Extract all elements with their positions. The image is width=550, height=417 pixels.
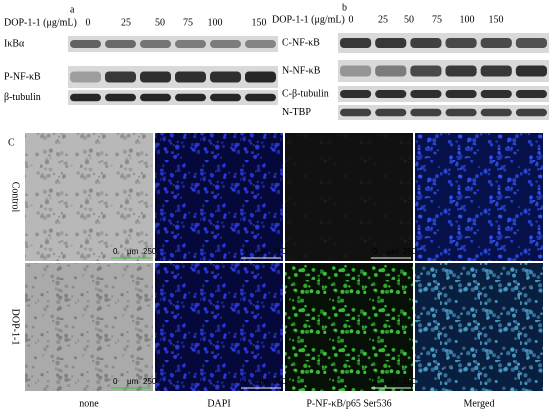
row-label: β-tubulin	[4, 92, 41, 103]
band	[480, 65, 512, 77]
band	[515, 38, 547, 48]
row-label: N-NF-κB	[282, 65, 321, 76]
band	[105, 93, 136, 102]
band	[480, 38, 512, 48]
treatment-label: DOP-1-1 (μg/mL)	[4, 17, 77, 28]
micrograph	[155, 263, 283, 391]
band	[105, 40, 136, 48]
band	[480, 108, 512, 117]
band	[375, 38, 407, 48]
micrograph	[415, 263, 543, 391]
micrograph	[285, 263, 413, 391]
band	[515, 108, 547, 117]
column-label: P-NF-κB/p65 Ser536	[306, 398, 391, 409]
band	[410, 38, 442, 48]
scale-bar-label: 0	[243, 247, 248, 256]
band	[375, 90, 407, 98]
band	[70, 93, 101, 102]
scale-bar-label: 250	[273, 377, 287, 386]
band	[175, 71, 206, 83]
band	[445, 108, 477, 117]
micrograph	[25, 263, 153, 391]
band	[140, 71, 171, 83]
dose-label: 100	[460, 14, 475, 25]
column-label: none	[79, 398, 99, 409]
scale-bar-label: μm	[387, 377, 399, 386]
band	[340, 65, 372, 77]
band	[515, 65, 547, 77]
band	[340, 90, 372, 98]
dose-label: 0	[349, 14, 354, 25]
micrograph	[155, 133, 283, 261]
band	[245, 93, 276, 102]
dose-label: 50	[155, 17, 165, 28]
band	[445, 90, 477, 98]
panel-label: a	[70, 4, 75, 15]
band	[140, 40, 171, 48]
band	[210, 40, 241, 48]
band	[210, 93, 241, 102]
scale-bar-label: 250	[143, 247, 157, 256]
band	[375, 108, 407, 117]
treatment-label: DOP-1-1 (μg/mL)	[272, 14, 345, 25]
row-label: Control	[10, 182, 21, 213]
row-label: C-β-tubulin	[282, 88, 329, 99]
dose-label: 100	[208, 17, 223, 28]
dose-label: 0	[86, 17, 91, 28]
dose-label: 75	[183, 17, 193, 28]
band	[340, 38, 372, 48]
dose-label: 75	[432, 14, 442, 25]
scale-bar-label: 0	[113, 247, 118, 256]
band	[175, 40, 206, 48]
dose-label: 25	[378, 14, 388, 25]
scale-bar-label: 0	[373, 377, 378, 386]
row-label: N-TBP	[282, 107, 311, 118]
scale-bar-label: μm	[257, 247, 269, 256]
panel-label: C	[8, 137, 15, 148]
band	[140, 93, 171, 102]
band	[515, 90, 547, 98]
band	[480, 90, 512, 98]
column-label: DAPI	[207, 398, 230, 409]
scale-bar-label: 250	[273, 247, 287, 256]
band	[375, 65, 407, 77]
micrograph	[415, 133, 543, 261]
band	[445, 65, 477, 77]
scale-bar-label: μm	[127, 377, 139, 386]
dose-label: 150	[489, 14, 504, 25]
scale-bar-label: 250	[143, 377, 157, 386]
micrograph	[25, 133, 153, 261]
scale-bar-label: μm	[257, 377, 269, 386]
band	[175, 93, 206, 102]
scale-bar-label: 0	[373, 247, 378, 256]
scale-bar-label: 0	[243, 377, 248, 386]
scale-bar-label: 250	[403, 247, 417, 256]
band	[70, 40, 101, 48]
scale-bar-label: μm	[127, 247, 139, 256]
band	[210, 71, 241, 83]
band	[410, 108, 442, 117]
band	[410, 65, 442, 77]
row-label: IκBα	[4, 38, 25, 49]
dose-label: 50	[404, 14, 414, 25]
dose-label: 150	[252, 17, 267, 28]
column-label: Merged	[464, 398, 495, 409]
band	[105, 71, 136, 83]
band	[245, 71, 276, 83]
row-label: DOP-1-1	[10, 309, 21, 346]
panel-label: b	[342, 2, 347, 13]
micrograph	[285, 133, 413, 261]
band	[340, 108, 372, 117]
band	[70, 71, 101, 83]
band	[410, 90, 442, 98]
row-label: P-NF-κB	[4, 71, 41, 82]
band	[245, 40, 276, 48]
band	[445, 38, 477, 48]
scale-bar-label: 0	[113, 377, 118, 386]
row-label: C-NF-κB	[282, 37, 320, 48]
dose-label: 25	[121, 17, 131, 28]
scale-bar-label: 250	[403, 377, 417, 386]
scale-bar-label: μm	[387, 247, 399, 256]
